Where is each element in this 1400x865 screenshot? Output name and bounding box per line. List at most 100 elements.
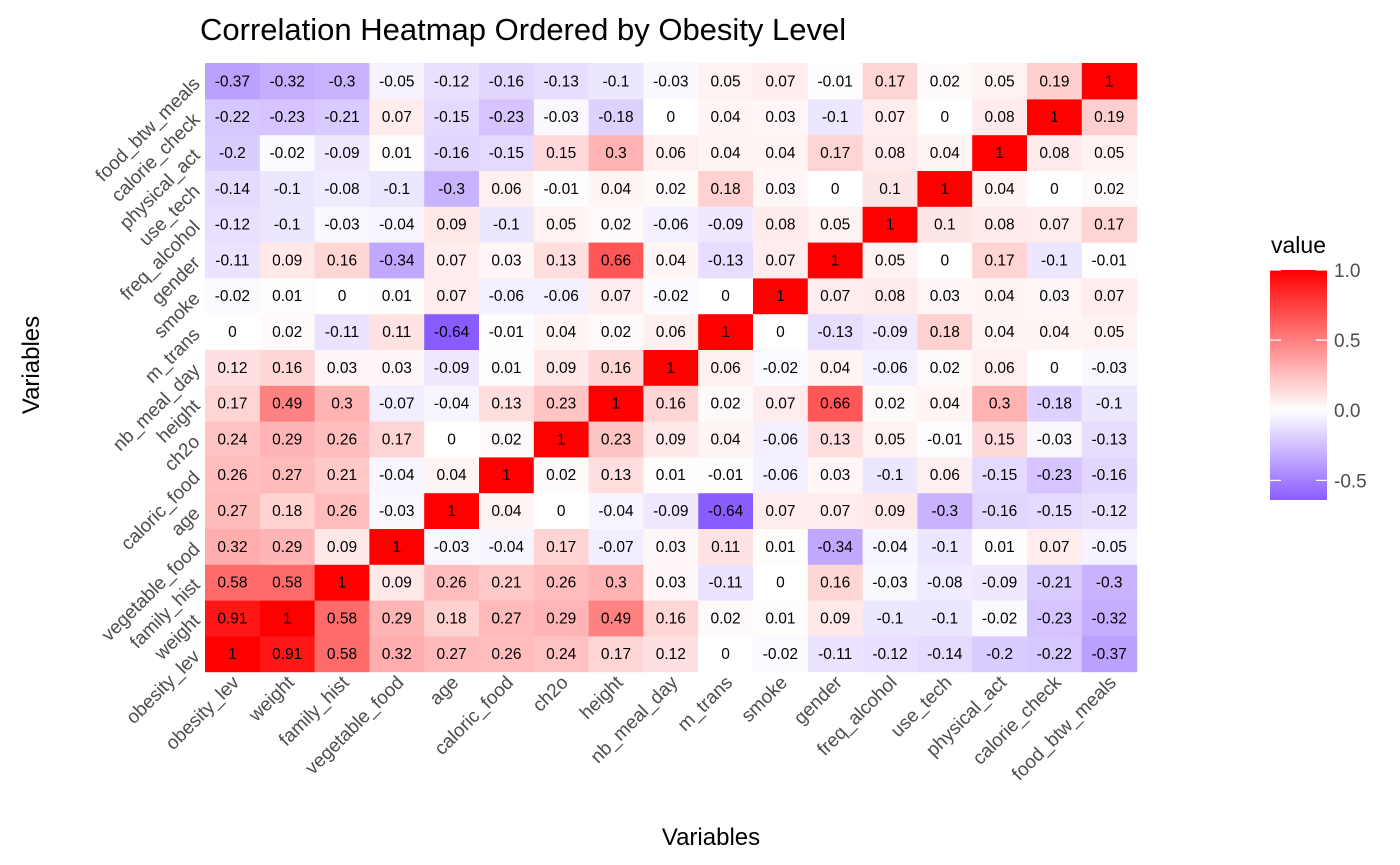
heatmap-cells bbox=[205, 63, 1138, 673]
heatmap-cell bbox=[643, 635, 699, 673]
heatmap-cell bbox=[205, 98, 261, 136]
cell-value-label: 1 bbox=[447, 503, 456, 520]
heatmap-cell bbox=[917, 170, 973, 207]
cell-value-label: 0 bbox=[721, 646, 730, 663]
cell-value-label: -0.1 bbox=[1096, 396, 1123, 413]
heatmap-cell bbox=[259, 492, 316, 529]
heatmap-cell bbox=[479, 528, 535, 565]
heatmap-cell bbox=[369, 98, 425, 136]
heatmap-cell bbox=[753, 421, 809, 458]
heatmap-cell bbox=[698, 385, 754, 422]
heatmap-cell bbox=[424, 242, 480, 279]
heatmap-cell bbox=[314, 528, 370, 565]
x-tick-label: smoke bbox=[738, 672, 792, 726]
x-tick-label: m_trans bbox=[674, 672, 737, 735]
cell-value-label: -0.23 bbox=[270, 109, 305, 126]
heatmap-cell bbox=[972, 456, 1028, 494]
cell-value-label: 0.29 bbox=[272, 539, 302, 556]
heatmap-cell bbox=[424, 528, 480, 565]
heatmap-cell bbox=[1027, 564, 1083, 601]
cell-value-label: 0 bbox=[338, 288, 347, 305]
cell-value-label: -0.06 bbox=[544, 288, 579, 305]
cell-value-label: 0.23 bbox=[601, 431, 631, 448]
cell-value-label: -0.09 bbox=[324, 145, 359, 162]
cell-value-label: 0.02 bbox=[601, 217, 631, 234]
heatmap-cell bbox=[753, 385, 809, 422]
cell-value-label: 0.07 bbox=[820, 503, 850, 520]
heatmap-cell bbox=[1081, 349, 1138, 386]
cell-value-label: -0.04 bbox=[489, 539, 525, 556]
heatmap-cell bbox=[1081, 635, 1138, 673]
cell-value-label: 0.1 bbox=[934, 217, 956, 234]
heatmap-cell bbox=[533, 385, 590, 422]
cell-value-label: -0.3 bbox=[931, 503, 958, 520]
cell-value-label: -0.04 bbox=[434, 396, 470, 413]
heatmap-cell bbox=[1027, 385, 1083, 422]
cell-value-label: 0.17 bbox=[217, 396, 247, 413]
cell-value-label: 0.02 bbox=[491, 431, 521, 448]
heatmap-cell bbox=[588, 564, 644, 601]
cell-value-label: 0.1 bbox=[879, 181, 901, 198]
heatmap-cell bbox=[1027, 134, 1083, 171]
heatmap-cell bbox=[588, 63, 644, 100]
cell-value-label: 0.29 bbox=[272, 431, 302, 448]
heatmap-cell bbox=[917, 206, 973, 243]
cell-value-label: -0.1 bbox=[822, 109, 849, 126]
cell-value-label: -0.11 bbox=[709, 575, 743, 592]
heatmap-cell bbox=[314, 385, 370, 422]
cell-value-label: 0.08 bbox=[765, 217, 795, 234]
cell-value-label: 0.07 bbox=[765, 73, 795, 90]
cell-value-label: 0.04 bbox=[985, 324, 1016, 341]
cell-value-label: 0.05 bbox=[1094, 145, 1124, 162]
cell-value-label: -0.01 bbox=[489, 324, 524, 341]
cell-value-label: -0.37 bbox=[1092, 646, 1127, 663]
heatmap-cell bbox=[424, 98, 480, 136]
heatmap-cell bbox=[314, 134, 370, 171]
cell-value-label: -0.03 bbox=[544, 109, 579, 126]
cell-value-label: -0.12 bbox=[872, 646, 907, 663]
cell-value-label: -0.13 bbox=[818, 324, 853, 341]
heatmap-cell bbox=[1027, 421, 1083, 458]
heatmap-cell bbox=[479, 313, 535, 350]
chart-title: Correlation Heatmap Ordered by Obesity L… bbox=[200, 12, 846, 47]
heatmap-cell bbox=[479, 492, 535, 529]
heatmap-cell bbox=[424, 63, 480, 100]
cell-value-label: -0.13 bbox=[544, 73, 579, 90]
heatmap-cell bbox=[753, 206, 809, 243]
cell-value-label: 0.27 bbox=[272, 467, 302, 484]
cell-value-label: 0.03 bbox=[656, 539, 686, 556]
cell-value-label: -0.09 bbox=[982, 575, 1017, 592]
cell-value-label: -0.22 bbox=[1037, 646, 1072, 663]
cell-value-label: -0.01 bbox=[818, 73, 853, 90]
heatmap-cell bbox=[917, 98, 973, 136]
heatmap-cell bbox=[1081, 277, 1138, 315]
heatmap-cell bbox=[807, 313, 864, 350]
cell-value-label: -0.03 bbox=[324, 217, 359, 234]
heatmap-cell bbox=[533, 170, 590, 207]
heatmap-cell bbox=[807, 277, 864, 315]
cell-value-label: -0.06 bbox=[763, 431, 798, 448]
cell-value-label: -0.01 bbox=[544, 181, 579, 198]
cell-value-label: 1 bbox=[612, 396, 621, 413]
heatmap-cell bbox=[479, 63, 535, 100]
heatmap-cell bbox=[314, 600, 370, 637]
heatmap-cell bbox=[643, 63, 699, 100]
heatmap-cell bbox=[314, 421, 370, 458]
cell-value-label: 0.3 bbox=[605, 575, 627, 592]
cell-value-label: 0.03 bbox=[820, 467, 850, 484]
cell-value-label: -0.09 bbox=[708, 217, 743, 234]
cell-value-label: 0.18 bbox=[272, 503, 302, 520]
cell-value-label: 0.07 bbox=[437, 288, 467, 305]
heatmap-cell bbox=[369, 564, 425, 601]
heatmap-cell bbox=[643, 277, 699, 315]
cell-value-label: 0.03 bbox=[491, 252, 521, 269]
cell-value-label: 0.02 bbox=[711, 396, 741, 413]
heatmap-cell bbox=[917, 456, 973, 494]
cell-value-label: 1 bbox=[1050, 109, 1059, 126]
heatmap-cell bbox=[807, 385, 864, 422]
cell-value-label: -0.03 bbox=[653, 73, 688, 90]
heatmap-cell bbox=[753, 98, 809, 136]
heatmap-cell bbox=[369, 385, 425, 422]
heatmap-cell bbox=[1027, 63, 1083, 100]
heatmap-cell bbox=[369, 134, 425, 171]
